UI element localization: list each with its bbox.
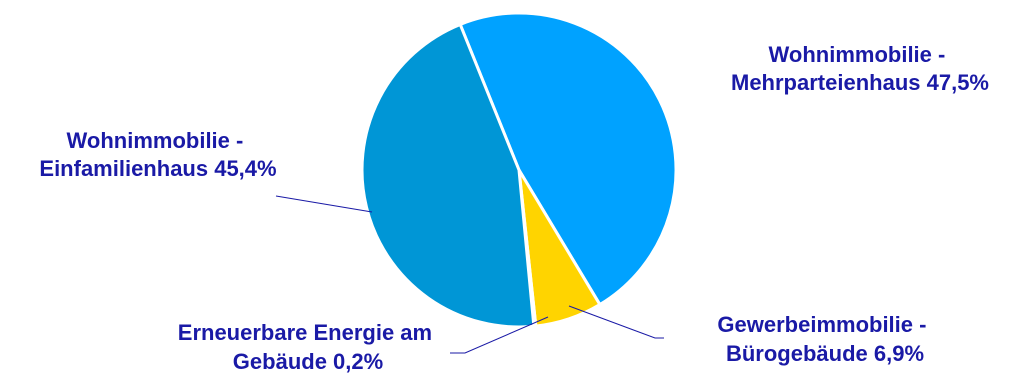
- pie-slices: [360, 11, 678, 329]
- leader-line-einfamilienhaus: [275, 195, 373, 213]
- leader-line-erneuerbare: [450, 316, 549, 354]
- slice-einfamilienhaus: [360, 22, 536, 329]
- slice-mehrparteienhaus: [458, 11, 678, 307]
- label-erneuerbare-line2: Gebäude 0,2%: [233, 349, 383, 374]
- label-buerogebaeude: Gewerbeimmobilie - Bürogebäude 6,9%: [717, 312, 932, 366]
- label-einfamilienhaus-line2: Einfamilienhaus 45,4%: [39, 156, 276, 181]
- label-erneuerbare-line1: Erneuerbare Energie am: [178, 320, 432, 345]
- label-mehrparteienhaus-line2: Mehrparteienhaus 47,5%: [731, 70, 989, 95]
- label-einfamilienhaus: Wohnimmobilie - Einfamilienhaus 45,4%: [39, 128, 276, 181]
- label-buerogebaeude-line2: Bürogebäude 6,9%: [726, 341, 924, 366]
- label-einfamilienhaus-line1: Wohnimmobilie -: [67, 128, 244, 153]
- slice-labels: Wohnimmobilie - Mehrparteienhaus 47,5% G…: [39, 42, 989, 374]
- label-mehrparteienhaus: Wohnimmobilie - Mehrparteienhaus 47,5%: [731, 42, 989, 95]
- label-erneuerbare: Erneuerbare Energie am Gebäude 0,2%: [178, 320, 438, 374]
- label-mehrparteienhaus-line1: Wohnimmobilie -: [769, 42, 946, 67]
- label-buerogebaeude-line1: Gewerbeimmobilie -: [717, 312, 926, 337]
- leader-lines: [275, 195, 664, 354]
- leader-line-buerogebaeude: [568, 305, 664, 339]
